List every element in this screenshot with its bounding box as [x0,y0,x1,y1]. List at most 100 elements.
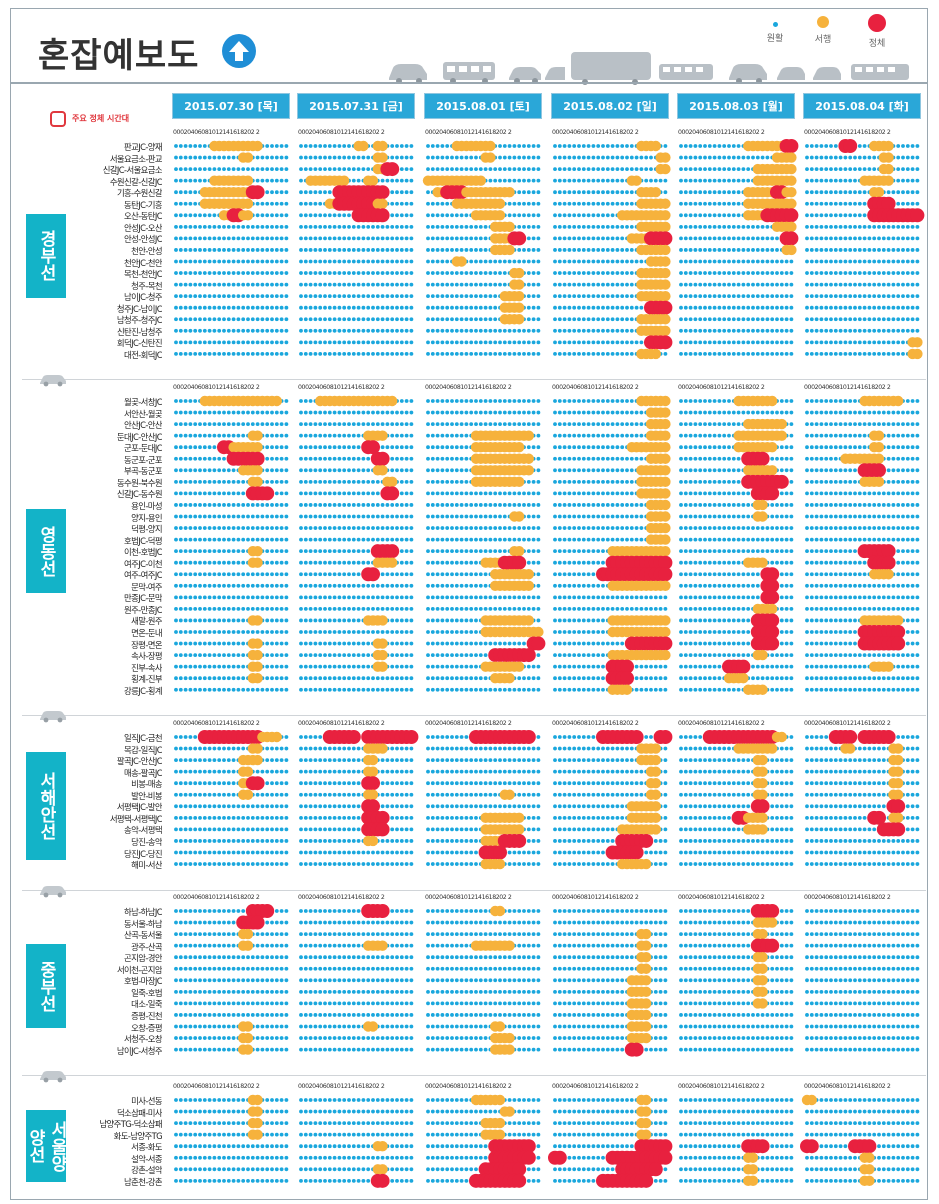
dot-smooth [474,804,478,809]
dot-smooth [464,746,469,751]
dot-smooth [356,1047,361,1052]
dot-smooth [809,1109,814,1114]
dot-smooth [707,850,712,855]
dot-smooth [688,827,693,832]
dot-smooth [586,1121,591,1125]
dot-smooth [722,909,727,913]
dot-smooth [896,966,901,971]
dot-smooth [722,781,727,786]
dot-smooth [663,792,668,797]
dot-smooth [526,1132,531,1137]
dot-smooth [303,966,308,971]
dot-smooth [409,989,414,994]
dot-smooth [910,804,915,809]
dot-smooth [717,758,722,762]
dot-smooth [872,920,877,925]
dot-smooth [610,943,615,948]
dot-smooth [356,1024,361,1029]
dot-smooth [824,618,829,623]
dot-smooth [857,1121,862,1125]
dot-smooth [703,792,707,797]
dot-smooth [188,1178,193,1183]
dot-smooth [327,792,332,797]
dot-smooth [698,676,703,681]
dot-smooth [361,932,366,936]
dot-smooth [915,978,920,983]
dot-smooth [270,1121,274,1125]
dot-smooth [814,641,819,646]
dot-smooth [712,955,717,960]
dot-smooth [522,781,526,786]
dot-smooth [610,1001,615,1006]
dot-smooth [814,526,819,530]
dot-smooth [193,966,198,971]
dot-smooth [375,850,380,855]
dot-smooth [886,839,891,843]
dot-smooth [332,1013,337,1017]
dot-smooth [698,758,703,762]
dot-smooth [910,735,915,739]
dot-smooth [843,583,848,588]
dot-smooth [193,920,198,925]
dot-smooth [265,966,270,971]
dot-smooth [430,815,435,820]
dot-smooth [596,815,601,820]
dot-smooth [395,1001,399,1006]
dot-smooth [591,1155,596,1160]
dot-smooth [332,1132,337,1137]
dot-smooth [308,1047,313,1052]
dot-smooth [877,978,881,983]
dot-smooth [361,966,366,971]
dot-smooth [260,966,265,971]
dot-smooth [217,1132,222,1137]
dot-smooth [226,792,231,797]
dot-smooth [385,769,390,774]
dot-smooth [390,1013,395,1017]
dot-smooth [323,1001,327,1006]
dot-smooth [683,932,688,936]
dot-smooth [610,827,615,832]
dot-smooth [581,955,586,960]
segment-label: 만종JC-문막 [124,593,162,604]
dot-smooth [848,514,853,519]
dot-smooth [351,827,356,832]
dot-smooth [581,1178,586,1183]
dot-smooth [526,1001,531,1006]
dot-smooth [814,1167,819,1172]
dot-smooth [426,966,430,971]
dot-smooth [313,758,318,762]
dot-smooth [663,966,668,971]
dot-smooth [557,978,562,983]
dot-smooth [862,1109,867,1114]
dot-smooth [727,1178,731,1183]
dot-smooth [469,1047,474,1052]
dot-smooth [337,978,342,983]
dot-smooth [517,1036,522,1040]
dot-smooth [226,862,231,866]
dot-smooth [236,1155,241,1160]
dot-smooth [653,932,658,936]
dot-smooth [663,1047,668,1052]
dot-smooth [526,815,531,820]
dot-smooth [683,758,688,762]
dot-smooth [327,955,332,960]
dot-smooth [217,827,222,832]
dot-smooth [198,920,202,925]
dot-smooth [347,1013,351,1017]
dot-smooth [361,1121,366,1125]
dot-smooth [178,839,183,843]
dot-smooth [809,503,814,507]
dot-smooth [591,1109,596,1114]
dot-smooth [553,1098,557,1102]
dot-smooth [347,804,351,809]
dot-smooth [824,676,829,681]
dot-smooth [905,1167,910,1172]
dot-smooth [741,850,746,855]
dot-smooth [881,422,886,426]
dot-smooth [303,746,308,751]
dot-smooth [881,932,886,936]
dot-smooth [498,769,502,774]
dot-smooth [901,839,905,843]
dot-smooth [361,955,366,960]
dot-smooth [241,1098,246,1102]
